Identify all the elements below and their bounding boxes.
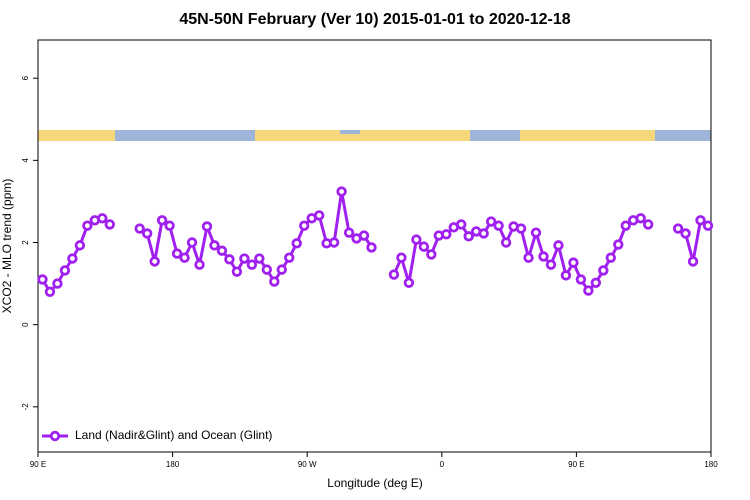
data-point [171, 248, 183, 259]
data-point [538, 251, 549, 262]
data-point [568, 257, 579, 268]
data-point [583, 285, 594, 296]
data-point [545, 259, 557, 270]
data-point [680, 228, 691, 239]
data-point [291, 238, 302, 249]
x-tick-label: 180 [704, 460, 718, 469]
data-point [52, 278, 63, 289]
land-ocean-band [38, 130, 711, 141]
data-point [456, 219, 467, 230]
x-tick-label: 0 [440, 460, 445, 469]
data-point [239, 253, 250, 264]
y-tick-label: -2 [21, 403, 30, 411]
y-tick-label: 4 [21, 158, 30, 163]
data-point [672, 223, 684, 234]
x-tick-label: 90 E [568, 460, 584, 469]
series-line [41, 190, 709, 294]
y-tick-label: 6 [21, 75, 30, 80]
data-point [553, 240, 564, 251]
data-point [515, 223, 527, 234]
x-tick-label: 90 W [298, 460, 317, 469]
y-tick-label: 2 [21, 240, 30, 245]
data-point [261, 264, 273, 275]
data-point [366, 242, 377, 253]
data-point [164, 220, 175, 231]
data-point [67, 253, 78, 264]
data-point [418, 241, 430, 252]
data-point [358, 230, 370, 241]
data-point [254, 253, 265, 264]
data-point [598, 265, 609, 276]
data-point [74, 240, 86, 251]
data-point [37, 274, 48, 285]
plot-frame [37, 39, 712, 453]
data-point [134, 223, 145, 234]
data-point [530, 227, 542, 238]
data-point [284, 252, 295, 263]
data-point [388, 269, 400, 280]
data-point [141, 228, 153, 239]
y-axis-label: XCO2 - MLO trend (ppm) [0, 179, 14, 314]
data-point [695, 215, 706, 226]
data-point [485, 216, 497, 227]
data-point [426, 249, 437, 260]
data-point [560, 270, 572, 281]
data-point [613, 239, 624, 250]
data-point [702, 220, 714, 231]
data-point [575, 274, 587, 285]
data-point [149, 256, 160, 267]
legend-label: Land (Nadir&Glint) and Ocean (Glint) [75, 428, 272, 442]
data-point [246, 259, 258, 270]
y-tick-label: 0 [21, 322, 30, 327]
data-point [186, 237, 198, 248]
data-point [156, 215, 168, 226]
data-point [104, 219, 115, 230]
data-point [224, 254, 235, 265]
data-point [523, 252, 534, 263]
data-point [590, 277, 602, 288]
data-point [605, 252, 616, 263]
data-point [403, 277, 415, 288]
data-point [269, 276, 280, 287]
data-point [179, 252, 190, 263]
data-point [328, 237, 340, 248]
x-tick-label: 180 [166, 460, 180, 469]
data-point [97, 213, 108, 224]
data-point [201, 221, 213, 232]
data-point [642, 219, 654, 230]
chart-title: 45N-50N February (Ver 10) 2015-01-01 to … [179, 11, 570, 28]
data-point [299, 220, 310, 231]
data-point [194, 259, 205, 270]
x-axis-label: Longitude (deg E) [327, 476, 422, 490]
data-point [635, 213, 646, 224]
data-point [313, 210, 325, 221]
data-point [216, 245, 228, 256]
data-point [463, 231, 474, 242]
data-point [336, 186, 347, 197]
data-point [493, 220, 504, 231]
data-point [231, 266, 243, 277]
data-point [396, 252, 407, 263]
data-point [44, 286, 56, 298]
data-point [276, 264, 287, 275]
data-point [343, 227, 355, 238]
data-point [500, 237, 512, 248]
data-point [687, 256, 699, 267]
data-point [478, 228, 489, 239]
data-point [82, 220, 93, 231]
data-point [441, 229, 452, 240]
data-point [209, 240, 220, 251]
data-point [620, 220, 631, 231]
data-point [411, 234, 422, 245]
legend-marker [49, 430, 61, 442]
data-point [59, 265, 71, 276]
x-tick-label: 90 E [30, 460, 46, 469]
